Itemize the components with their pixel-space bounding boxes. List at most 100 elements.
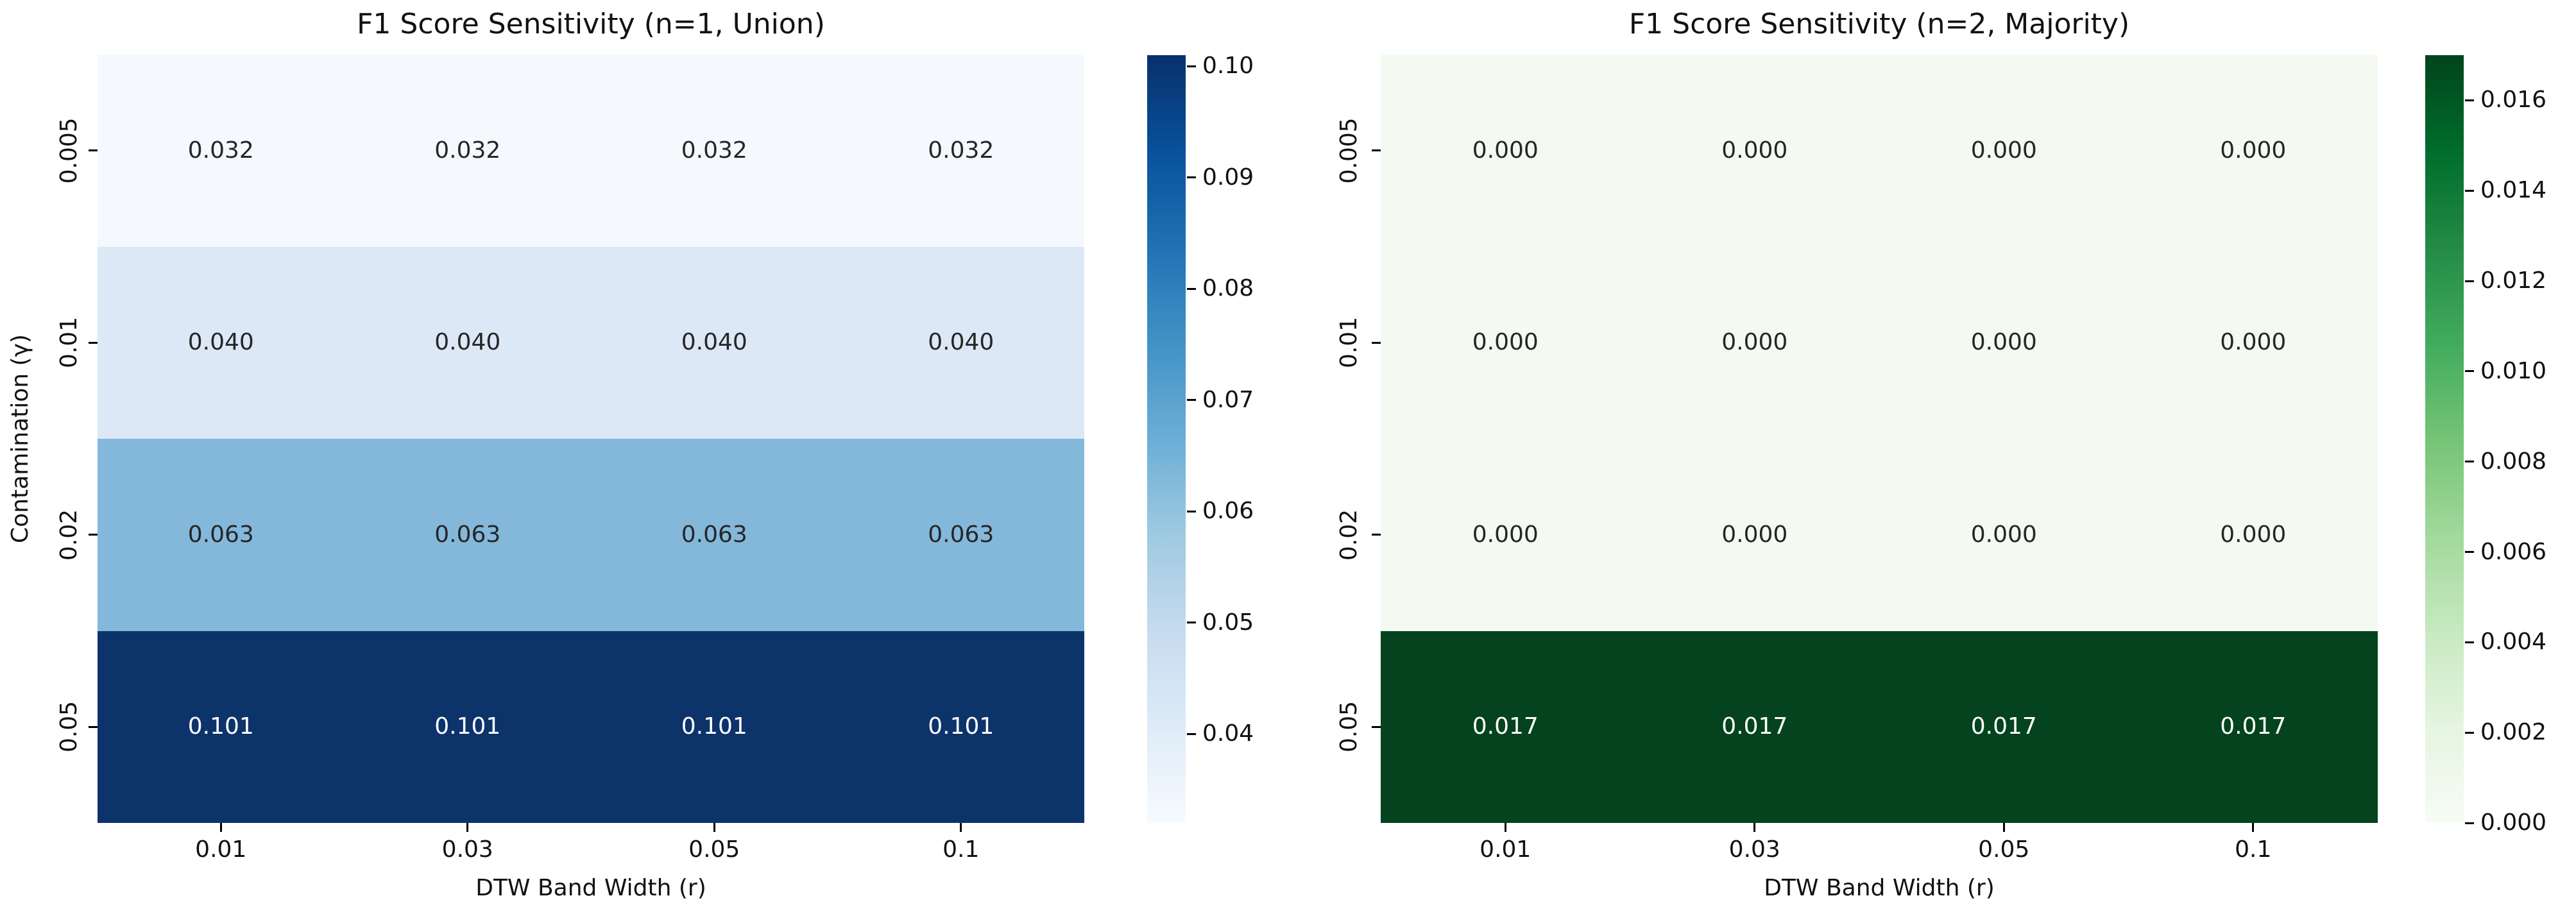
colorbar-tick-mark xyxy=(2465,189,2474,192)
heatmap-cell: 0.063 xyxy=(345,439,592,631)
colorbar-tick-mark xyxy=(2465,461,2474,463)
y-tick-mark xyxy=(1372,341,1381,344)
y-tick-label: 0.01 xyxy=(56,317,82,369)
cell-value: 0.000 xyxy=(1970,137,2037,164)
heatmap-cell: 0.000 xyxy=(1381,55,1630,247)
colorbar-tick-label: 0.04 xyxy=(1202,720,1254,747)
colorbar-tick-label: 0.006 xyxy=(2480,538,2547,565)
heatmap-cell: 0.000 xyxy=(2129,439,2378,631)
x-tick-mark xyxy=(1504,823,1506,832)
colorbar-tick-mark xyxy=(1187,176,1196,179)
heatmap-cell: 0.032 xyxy=(98,55,345,247)
y-tick-mark xyxy=(1372,725,1381,728)
y-tick-label: 0.05 xyxy=(56,701,82,753)
colorbar-tick-label: 0.010 xyxy=(2480,357,2547,384)
heatmap-cell: 0.101 xyxy=(98,631,345,824)
colorbar-tick-label: 0.016 xyxy=(2480,87,2547,114)
y-tick-label: 0.01 xyxy=(1336,317,1362,369)
x-tick-label: 0.01 xyxy=(195,836,247,863)
x-axis-label-majority: DTW Band Width (r) xyxy=(1764,875,1995,901)
heatmap-cell: 0.000 xyxy=(2129,55,2378,247)
cell-value: 0.032 xyxy=(434,137,501,164)
colorbar-tick-mark xyxy=(2465,370,2474,373)
cell-value: 0.017 xyxy=(1472,713,1539,740)
heatmap-cell: 0.032 xyxy=(591,55,838,247)
cell-value: 0.101 xyxy=(928,713,994,740)
heatmap-row: 0.040 0.040 0.040 0.040 xyxy=(98,246,1085,439)
colorbar-tick-label: 0.000 xyxy=(2480,809,2547,836)
cell-value: 0.040 xyxy=(434,329,501,356)
heatmap-cell: 0.000 xyxy=(1630,247,1880,439)
colorbar-tick-label: 0.05 xyxy=(1202,609,1254,636)
plot-union-title: F1 Score Sensitivity (n=1, Union) xyxy=(357,8,825,40)
y-tick-mark xyxy=(1372,534,1381,536)
cell-value: 0.032 xyxy=(928,137,994,164)
heatmap-cell: 0.063 xyxy=(98,439,345,631)
cell-value: 0.000 xyxy=(1472,329,1539,356)
cell-value: 0.032 xyxy=(681,137,747,164)
x-tick-mark xyxy=(1753,823,1756,832)
colorbar-tick-label: 0.06 xyxy=(1202,498,1254,525)
heatmap-union: 0.032 0.032 0.032 0.032 0.040 0.040 0.040 0.040… xyxy=(98,55,1084,823)
heatmap-cell: 0.063 xyxy=(838,439,1085,631)
colorbar-tick-label: 0.012 xyxy=(2480,267,2547,294)
colorbar-tick-mark xyxy=(1187,65,1196,67)
cell-value: 0.017 xyxy=(1721,713,1788,740)
heatmap-cell: 0.000 xyxy=(1630,439,1880,631)
cell-value: 0.063 xyxy=(434,521,501,548)
colorbar-tick-label: 0.10 xyxy=(1202,53,1254,80)
colorbar-tick-label: 0.09 xyxy=(1202,164,1254,190)
x-tick-label: 0.03 xyxy=(1728,836,1780,863)
y-tick-mark xyxy=(1372,149,1381,152)
x-tick-mark xyxy=(960,823,962,832)
colorbar-tick-label: 0.004 xyxy=(2480,629,2547,656)
x-tick-mark xyxy=(2002,823,2005,832)
y-tick-label: 0.005 xyxy=(56,117,82,184)
heatmap-cell: 0.017 xyxy=(1630,631,1880,824)
x-tick-mark xyxy=(219,823,222,832)
heatmap-cell: 0.000 xyxy=(1630,55,1880,247)
cell-value: 0.000 xyxy=(1721,329,1788,356)
colorbar-tick-mark xyxy=(2465,551,2474,554)
heatmap-cell: 0.017 xyxy=(1381,631,1630,824)
heatmap-majority: 0.000 0.000 0.000 0.000 0.000 0.000 0.000 0.000… xyxy=(1381,55,2378,823)
cell-value: 0.032 xyxy=(187,137,254,164)
heatmap-cell: 0.101 xyxy=(345,631,592,824)
heatmap-cell: 0.040 xyxy=(838,247,1085,439)
heatmap-cell: 0.000 xyxy=(2129,247,2378,439)
colorbar-majority xyxy=(2425,55,2464,823)
y-tick-mark xyxy=(89,149,98,152)
cell-value: 0.000 xyxy=(1721,521,1788,548)
heatmap-cell: 0.032 xyxy=(345,55,592,247)
heatmap-cell: 0.017 xyxy=(1879,631,2129,824)
colorbar-tick-mark xyxy=(2465,641,2474,643)
y-tick-mark xyxy=(89,534,98,536)
x-tick-label: 0.05 xyxy=(1978,836,2030,863)
heatmap-cell: 0.040 xyxy=(591,247,838,439)
cell-value: 0.000 xyxy=(1970,329,2037,356)
heatmap-row: 0.017 0.017 0.017 0.017 xyxy=(1381,630,2378,824)
cell-value: 0.101 xyxy=(681,713,747,740)
y-tick-label: 0.02 xyxy=(1336,509,1362,561)
colorbar-tick-label: 0.002 xyxy=(2480,719,2547,746)
x-tick-label: 0.1 xyxy=(943,836,980,863)
heatmap-cell: 0.040 xyxy=(98,247,345,439)
heatmap-row: 0.000 0.000 0.000 0.000 xyxy=(1381,55,2378,247)
colorbar-tick-mark xyxy=(2465,731,2474,734)
cell-value: 0.000 xyxy=(1970,521,2037,548)
x-tick-mark xyxy=(713,823,715,832)
cell-value: 0.017 xyxy=(2220,713,2287,740)
colorbar-tick-mark xyxy=(1187,732,1196,735)
heatmap-row: 0.000 0.000 0.000 0.000 xyxy=(1381,246,2378,439)
cell-value: 0.000 xyxy=(2220,329,2287,356)
x-tick-label: 0.03 xyxy=(441,836,493,863)
y-tick-mark xyxy=(89,341,98,344)
cell-value: 0.063 xyxy=(187,521,254,548)
heatmap-cell: 0.000 xyxy=(1879,247,2129,439)
colorbar-tick-label: 0.07 xyxy=(1202,386,1254,413)
colorbar-tick-label: 0.014 xyxy=(2480,177,2547,204)
x-tick-label: 0.1 xyxy=(2235,836,2272,863)
cell-value: 0.040 xyxy=(681,329,747,356)
cell-value: 0.000 xyxy=(1721,137,1788,164)
